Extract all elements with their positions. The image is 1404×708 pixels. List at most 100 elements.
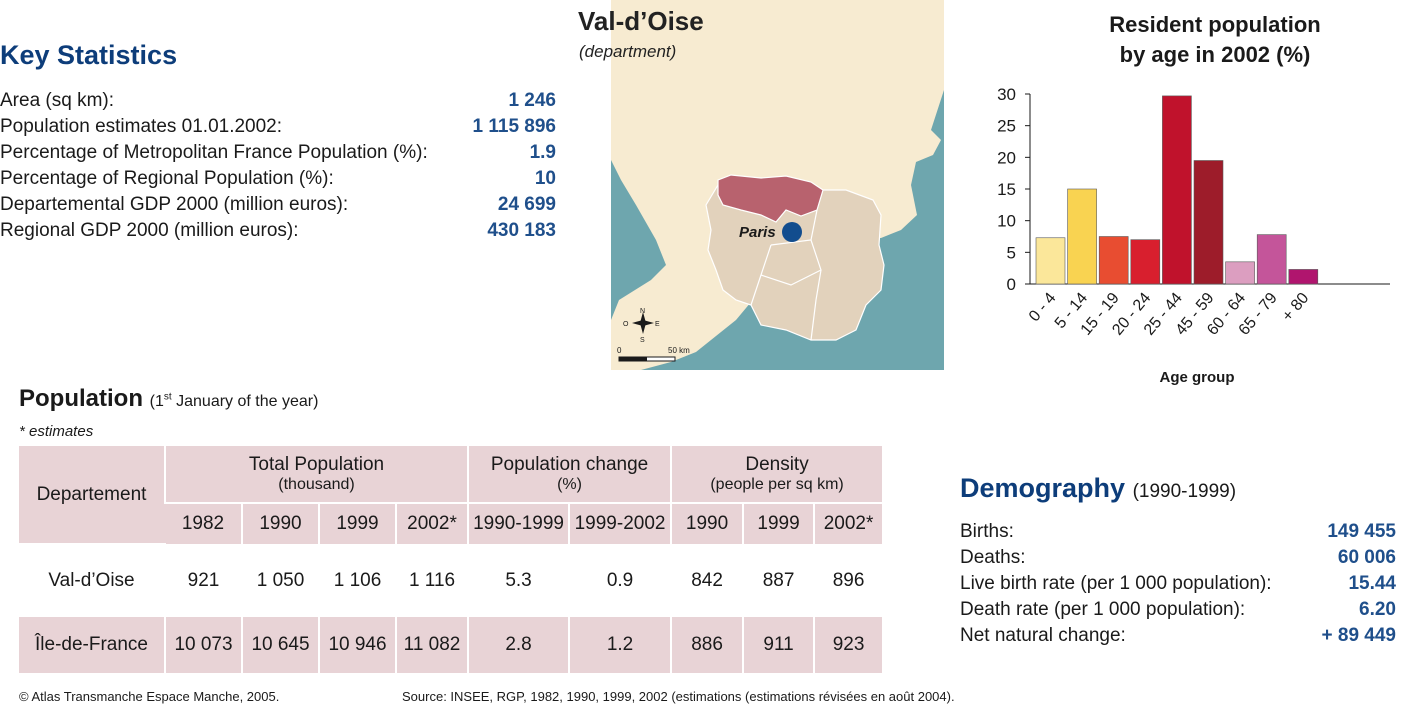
chart-y-tick-label: 15: [997, 180, 1016, 199]
population-title-text: Population: [19, 385, 143, 412]
year-header: 1982: [165, 503, 242, 544]
cell: 923: [813, 617, 883, 673]
compass-rose-icon: N S E O: [623, 308, 660, 344]
map-subdivision-lines: [750, 209, 822, 341]
stat-row: Regional GDP 2000 (million euros): 430 18…: [0, 218, 556, 244]
key-statistics-title: Key Statistics: [0, 40, 178, 70]
stat-row: Area (sq km): 1 246: [0, 88, 556, 114]
demography-title: Demography (1990-1999): [960, 473, 1236, 504]
key-statistics-list: Area (sq km): 1 246 Population estimates …: [0, 88, 556, 244]
stat-value: 1 115 896: [472, 116, 556, 137]
chart-y-tick-label: 10: [997, 212, 1016, 231]
demo-row: Deaths: 60 006: [960, 545, 1396, 571]
chart-bar: [1035, 237, 1066, 285]
cell: 2.8: [467, 617, 570, 673]
cell: 1 116: [394, 544, 469, 617]
chart-title: Resident population by age in 2002 (%): [1000, 10, 1404, 70]
group-header-density: Density (people per sq km): [670, 446, 883, 504]
chart-bar: [1130, 239, 1161, 285]
group-title: Total Population: [248, 454, 385, 475]
stat-value: 1.9: [529, 142, 556, 163]
cell: 1 106: [318, 544, 396, 617]
chart-bar: [1256, 234, 1287, 285]
demo-label: Death rate (per 1 000 population):: [960, 599, 1246, 620]
demo-row: Net natural change: + 89 449: [960, 623, 1396, 649]
chart-y-tick-label: 20: [997, 148, 1016, 167]
group-header-change: Population change (%): [467, 446, 672, 504]
year-header: 1990-1999: [467, 503, 570, 544]
stat-row: Population estimates 01.01.2002: 1 115 89…: [0, 114, 556, 140]
table-row: Val-d’Oise 921 1 050 1 106 1 116 5.3 0.9…: [19, 544, 883, 617]
year-header: 1990: [241, 503, 319, 544]
demo-label: Deaths:: [960, 547, 1026, 568]
year-header: 1999: [742, 503, 815, 544]
demo-value: + 89 449: [1321, 625, 1397, 646]
cell: 911: [742, 617, 815, 673]
chart-bar: [1162, 95, 1192, 285]
demo-label: Live birth rate (per 1 000 population):: [960, 573, 1272, 594]
year-header: 2002*: [394, 503, 469, 544]
stat-label: Percentage of Regional Population (%):: [0, 168, 334, 189]
compass-s: S: [640, 337, 645, 344]
estimates-note: * estimates: [19, 423, 94, 440]
year-header: 1999: [318, 503, 396, 544]
map-subtitle: (department): [579, 42, 677, 61]
scale-end: 50 km: [668, 346, 690, 355]
chart-y-ticks: 0 5 10 15 20 25 30: [997, 85, 1030, 294]
population-table: Departement Total Population (thousand) P…: [19, 446, 883, 673]
demo-label: Births:: [960, 521, 1014, 542]
col-header-departement: Departement: [19, 446, 165, 545]
stat-value: 430 183: [487, 220, 556, 241]
demo-value: 6.20: [1359, 599, 1396, 620]
demo-row: Live birth rate (per 1 000 population): 1…: [960, 571, 1396, 597]
stat-value: 1 246: [508, 90, 556, 111]
city-dot-paris: [782, 222, 802, 242]
stat-value: 24 699: [497, 194, 556, 215]
demo-value: 60 006: [1337, 547, 1396, 568]
table-header-row: Departement Total Population (thousand) P…: [19, 446, 883, 545]
stat-label: Area (sq km):: [0, 90, 115, 111]
group-title: Density: [745, 454, 809, 475]
demography-list: Births: 149 455 Deaths: 60 006 Live birth …: [960, 519, 1396, 649]
chart-bars: [1035, 95, 1319, 285]
city-label-paris: Paris: [739, 224, 776, 241]
cell: 921: [164, 544, 242, 617]
map-department-val-doise: [717, 174, 824, 223]
scale-bar: 0 50 km: [617, 346, 690, 362]
demography-title-text: Demography: [960, 473, 1126, 503]
chart-title-line-1: Resident population: [1109, 12, 1321, 37]
chart-y-tick-label: 25: [997, 117, 1016, 136]
demo-value: 15.44: [1348, 573, 1396, 594]
cell: 0.9: [568, 544, 672, 617]
stat-label: Regional GDP 2000 (million euros):: [0, 220, 299, 241]
chart-y-tick-label: 5: [1007, 243, 1016, 262]
source-text: Source: INSEE, RGP, 1982, 1990, 1999, 20…: [402, 689, 955, 704]
stat-row: Percentage of Regional Population (%): 10: [0, 166, 556, 192]
cell: 896: [813, 544, 883, 617]
cell: 886: [670, 617, 744, 673]
row-name: Île-de-France: [19, 617, 165, 673]
chart-y-tick-label: 30: [997, 85, 1016, 104]
chart-title-line-2: by age in 2002 (%): [1119, 42, 1311, 67]
chart-bar: [1288, 269, 1319, 285]
cell: 1.2: [568, 617, 672, 673]
cell: 11 082: [394, 617, 469, 673]
population-note-start: (1: [149, 393, 164, 410]
cell: 887: [742, 544, 815, 617]
cell: 10 073: [164, 617, 242, 673]
row-name: Val-d’Oise: [19, 544, 165, 617]
demo-row: Death rate (per 1 000 population): 6.20: [960, 597, 1396, 623]
stat-row: Percentage of Metropolitan France Popula…: [0, 140, 556, 166]
compass-w: O: [623, 321, 629, 328]
cell: 5.3: [467, 544, 570, 617]
group-header-total: Total Population (thousand): [163, 446, 469, 504]
chart-bar: [1193, 160, 1224, 285]
population-title: Population (1st January of the year): [19, 385, 318, 413]
demo-row: Births: 149 455: [960, 519, 1396, 545]
cell: 842: [670, 544, 744, 617]
stat-label: Departemental GDP 2000 (million euros):: [0, 194, 349, 215]
copyright-text: © Atlas Transmanche Espace Manche, 2005.: [19, 689, 280, 704]
chart-bar: [1067, 188, 1097, 285]
group-sub: (people per sq km): [710, 476, 844, 493]
